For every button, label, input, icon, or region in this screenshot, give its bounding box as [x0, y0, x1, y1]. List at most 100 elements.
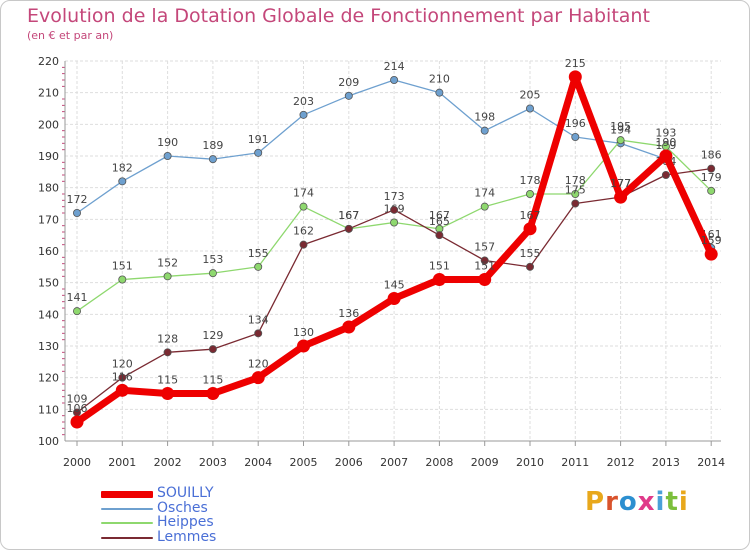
- x-tick-label: 2012: [607, 456, 635, 469]
- data-point: [163, 272, 172, 281]
- data-label: 177: [610, 177, 631, 190]
- logo-letter: o: [618, 487, 638, 517]
- x-tick-label: 2008: [425, 456, 453, 469]
- data-point: [432, 273, 446, 286]
- data-point: [342, 320, 356, 334]
- data-label: 145: [384, 279, 405, 292]
- proxiti-logo: Proxiti: [585, 487, 689, 517]
- data-point: [163, 348, 172, 357]
- data-point: [390, 218, 399, 227]
- data-point: [571, 132, 580, 141]
- data-label: 182: [112, 161, 133, 174]
- data-label: 179: [701, 171, 722, 184]
- data-point: [614, 190, 628, 204]
- logo-letter: i: [678, 487, 689, 517]
- data-label: 167: [338, 209, 359, 222]
- data-point: [299, 110, 308, 119]
- data-point: [297, 339, 310, 353]
- x-tick-label: 2001: [108, 456, 136, 469]
- data-label: 190: [655, 136, 676, 149]
- data-point: [707, 164, 716, 173]
- data-label: 193: [655, 127, 676, 140]
- data-point: [568, 70, 582, 84]
- data-label: 178: [520, 174, 541, 187]
- legend-swatch: [101, 522, 153, 524]
- x-tick-label: 2010: [516, 456, 544, 469]
- chart-subtitle: (en € et par an): [27, 29, 114, 42]
- data-point: [659, 149, 673, 163]
- data-point: [299, 240, 308, 249]
- data-label: 129: [202, 329, 223, 342]
- legend-swatch: [101, 507, 153, 510]
- data-label: 155: [520, 247, 541, 260]
- x-tick-label: 2003: [199, 456, 227, 469]
- data-point: [344, 91, 353, 100]
- data-point: [254, 329, 263, 338]
- data-point: [208, 155, 217, 164]
- data-label: 172: [67, 193, 88, 206]
- data-label: 152: [157, 256, 178, 269]
- data-point: [206, 387, 220, 400]
- y-tick-label: 100: [38, 435, 59, 448]
- data-label: 175: [565, 184, 586, 197]
- data-label: 186: [701, 149, 722, 162]
- y-tick-label: 110: [38, 403, 59, 416]
- legend-swatch: [101, 491, 153, 498]
- data-point: [73, 208, 82, 217]
- data-point: [480, 126, 489, 135]
- data-label: 115: [157, 374, 178, 387]
- logo-letter: x: [637, 487, 656, 517]
- data-label: 162: [293, 225, 314, 238]
- data-point: [523, 222, 537, 236]
- data-label: 198: [474, 111, 495, 124]
- x-tick-label: 2014: [697, 456, 725, 469]
- data-point: [571, 199, 580, 208]
- data-point: [526, 262, 535, 271]
- data-point: [208, 345, 217, 354]
- data-label: 174: [293, 187, 314, 200]
- data-point: [390, 205, 399, 214]
- data-label: 196: [565, 117, 586, 130]
- x-tick-label: 2002: [154, 456, 182, 469]
- data-label: 195: [610, 120, 631, 133]
- data-point: [704, 247, 718, 261]
- data-label: 214: [384, 60, 405, 73]
- data-point: [435, 88, 444, 97]
- legend-label: Osches: [157, 499, 208, 516]
- data-label: 190: [157, 136, 178, 149]
- data-label: 134: [248, 313, 269, 326]
- data-label: 165: [429, 215, 450, 228]
- data-point: [73, 307, 82, 316]
- y-tick-label: 130: [38, 340, 59, 353]
- data-label: 151: [429, 260, 450, 273]
- data-label: 189: [202, 139, 223, 152]
- data-label: 157: [474, 241, 495, 254]
- x-tick-label: 2007: [380, 456, 408, 469]
- data-point: [390, 76, 399, 85]
- data-label: 167: [429, 209, 450, 222]
- data-point: [480, 256, 489, 265]
- data-label: 174: [474, 187, 495, 200]
- y-tick-label: 190: [38, 150, 59, 163]
- data-label: 210: [429, 73, 450, 86]
- y-tick-label: 200: [38, 118, 59, 131]
- y-tick-label: 170: [38, 213, 59, 226]
- logo-letter: P: [585, 487, 606, 517]
- logo-letter: r: [605, 487, 619, 517]
- data-label: 167: [338, 209, 359, 222]
- legend-label: SOUILLY: [157, 485, 214, 501]
- legend-label: Heippes: [157, 514, 214, 530]
- chart-title: Evolution de la Dotation Globale de Fonc…: [27, 5, 650, 27]
- data-label: 128: [157, 332, 178, 345]
- y-tick-label: 140: [38, 308, 59, 321]
- data-point: [118, 177, 127, 186]
- data-point: [254, 148, 263, 157]
- data-label: 141: [67, 291, 88, 304]
- data-point: [526, 189, 535, 198]
- data-label: 173: [384, 190, 405, 203]
- data-label: 151: [112, 260, 133, 273]
- data-point: [115, 383, 129, 397]
- data-point: [571, 189, 580, 198]
- legend-label: Lemmes: [157, 528, 217, 545]
